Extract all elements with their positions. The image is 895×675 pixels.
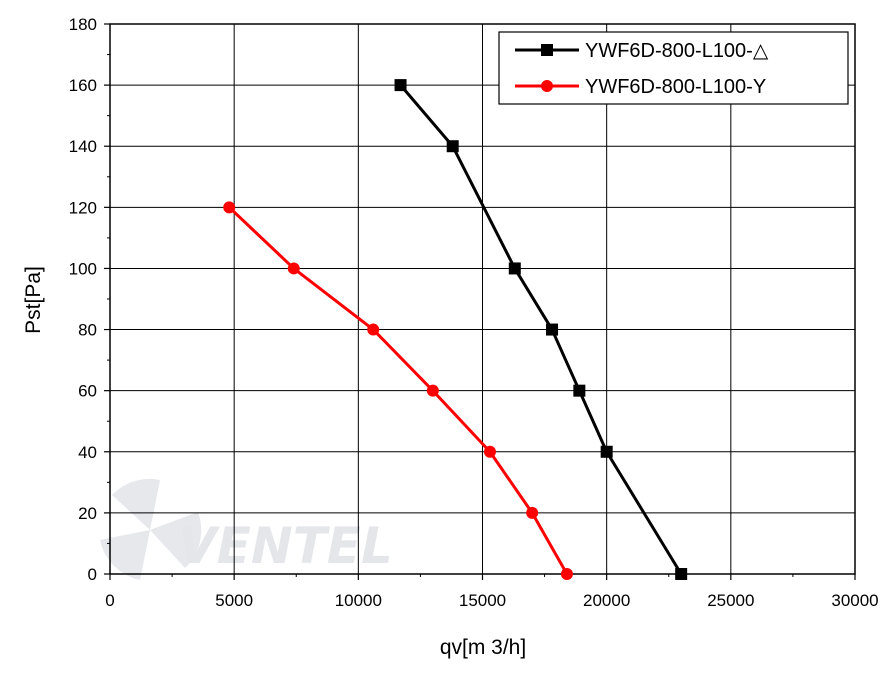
- data-point: [546, 323, 559, 336]
- x-tick-label: 20000: [583, 591, 630, 610]
- y-tick-label: 100: [69, 259, 97, 278]
- data-point: [287, 262, 300, 275]
- series-1: [394, 79, 688, 580]
- plot-frame: [109, 23, 856, 575]
- fan-icon: [100, 478, 202, 580]
- legend-swatch-marker: [541, 80, 553, 92]
- series-layer: [223, 79, 688, 580]
- legend-item: YWF6D-800-L100-Y: [515, 76, 766, 98]
- series-2: [223, 201, 573, 580]
- data-point: [446, 140, 459, 153]
- data-point: [483, 445, 496, 458]
- x-tick-label: 5000: [215, 591, 253, 610]
- y-tick-label: 40: [78, 443, 97, 462]
- y-tick-label: 180: [69, 15, 97, 34]
- y-axis-label: Pst[Pa]: [22, 266, 45, 334]
- x-tick-label: 10000: [335, 591, 382, 610]
- y-tick-label: 0: [88, 565, 97, 584]
- x-tick-label: 25000: [707, 591, 754, 610]
- y-tick-label: 60: [78, 382, 97, 401]
- legend-label: YWF6D-800-L100-△: [585, 40, 769, 62]
- y-tick-label: 140: [69, 137, 97, 156]
- y-tick-label: 120: [69, 198, 97, 217]
- data-point: [600, 445, 613, 458]
- watermark-text: VENTEL: [178, 517, 393, 575]
- data-point: [426, 384, 439, 397]
- data-point: [573, 384, 586, 397]
- data-point: [560, 568, 573, 580]
- data-point: [526, 506, 539, 519]
- data-point: [675, 568, 688, 580]
- data-point: [223, 201, 236, 214]
- x-axis-label: qv[m 3/h]: [440, 636, 526, 659]
- data-point: [508, 262, 521, 275]
- legend: YWF6D-800-L100-△ YWF6D-800-L100-Y: [498, 31, 849, 105]
- watermark: VENTEL: [100, 478, 393, 580]
- legend-item: YWF6D-800-L100-△: [515, 40, 769, 62]
- y-tick-label: 20: [78, 504, 97, 523]
- ticks: 0 5000 10000 15000 20000 25000 30000 0 20 40 60 80 1…: [69, 15, 879, 610]
- x-tick-label: 0: [105, 591, 114, 610]
- data-point: [394, 79, 407, 92]
- legend-swatch-marker: [541, 44, 553, 56]
- grid: [110, 24, 855, 574]
- data-point: [367, 323, 380, 336]
- legend-label: YWF6D-800-L100-Y: [585, 76, 766, 98]
- x-tick-label: 30000: [831, 591, 878, 610]
- y-tick-label: 160: [69, 76, 97, 95]
- legend-box: [498, 31, 849, 105]
- x-tick-label: 15000: [459, 591, 506, 610]
- y-tick-label: 80: [78, 321, 97, 340]
